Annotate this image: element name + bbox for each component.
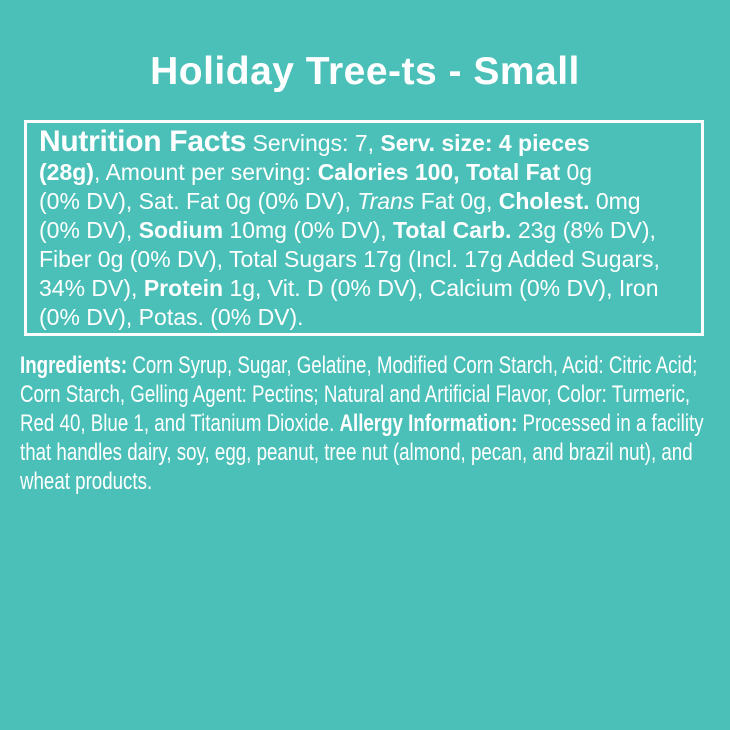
text-segment-r: , Amount per serving: bbox=[93, 159, 318, 185]
text-segment-b: Serv. size: 4 pieces (28g) bbox=[39, 130, 590, 185]
text-segment-r: Servings: 7, bbox=[246, 130, 381, 156]
text-segment-b: Total Carb. bbox=[393, 217, 512, 243]
text-segment-b: Ingredients: bbox=[20, 352, 128, 379]
text-segment-b: Cholest. bbox=[498, 188, 590, 214]
nutrition-facts-text: Nutrition Facts Servings: 7, Serv. size:… bbox=[39, 127, 689, 332]
product-title: Holiday Tree-ts - Small bbox=[150, 50, 580, 93]
text-segment-i: Trans bbox=[357, 188, 415, 214]
ingredients-text: Ingredients: Corn Syrup, Sugar, Gelatine… bbox=[20, 351, 722, 496]
text-segment-r: Fat 0g, bbox=[414, 188, 499, 214]
nutrition-facts-box: Nutrition Facts Servings: 7, Serv. size:… bbox=[24, 120, 704, 336]
text-segment-b: Protein bbox=[143, 275, 224, 301]
text-segment-h: Nutrition Facts bbox=[39, 125, 247, 158]
text-segment-b: Allergy Information: bbox=[339, 410, 518, 437]
text-segment-r: 10mg (0% DV), bbox=[223, 217, 394, 243]
text-segment-r: 1g, Vit. D (0% DV), Calcium (0% DV), Iro… bbox=[39, 275, 659, 330]
text-segment-r: Processed in a facility that handles dai… bbox=[20, 410, 704, 495]
text-segment-r: 23g (8% DV), Fiber 0g (0% DV), Total Sug… bbox=[39, 217, 660, 301]
text-segment-b: Sodium bbox=[138, 217, 224, 243]
text-segment-r: 0mg (0% DV), bbox=[39, 188, 641, 243]
text-segment-b: Calories 100, Total Fat bbox=[317, 159, 561, 185]
text-segment-r: Corn Syrup, Sugar, Gelatine, Modified Co… bbox=[20, 352, 698, 437]
text-segment-r: 0g (0% DV), Sat. Fat 0g (0% DV), bbox=[39, 159, 593, 214]
